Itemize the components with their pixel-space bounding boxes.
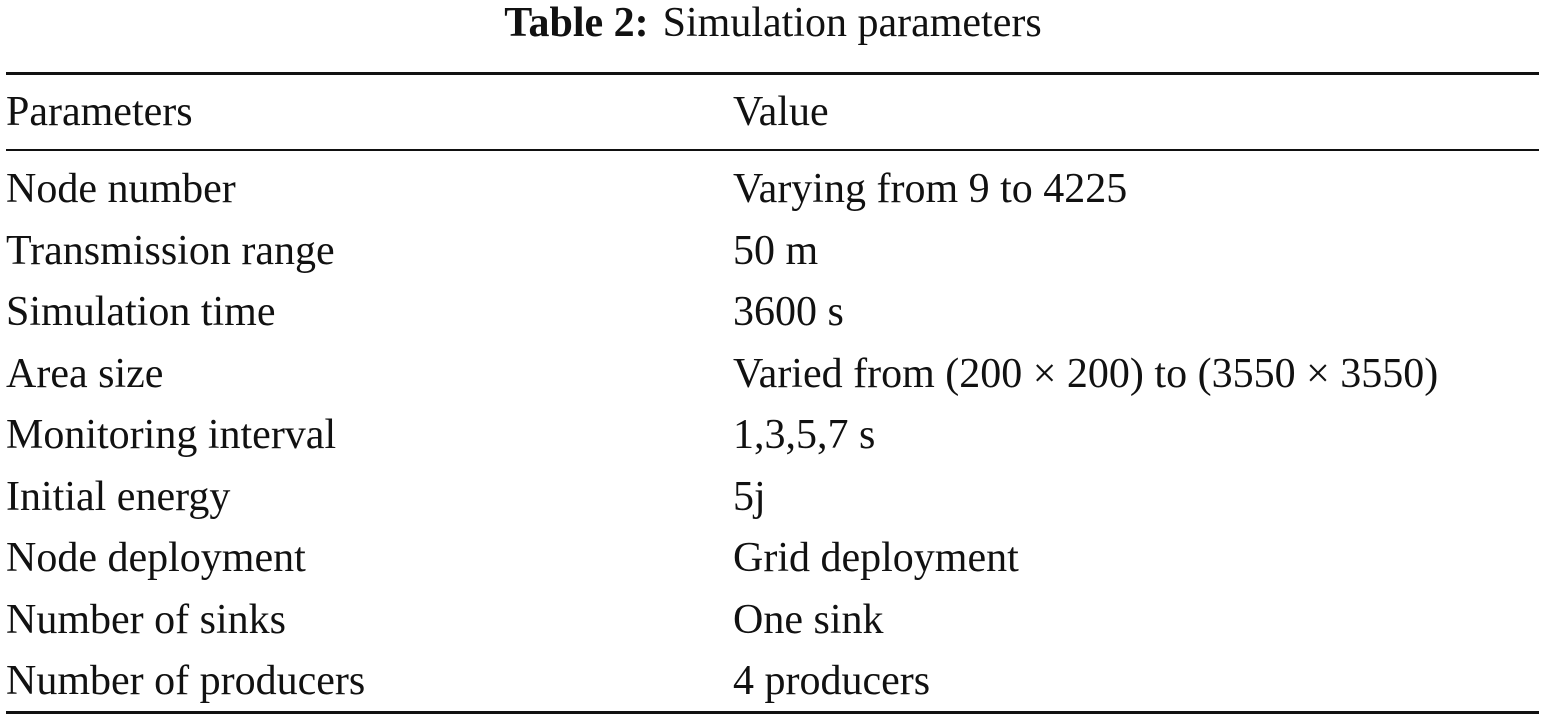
value-cell: 4 producers — [733, 658, 931, 704]
table-bottom-rule — [6, 711, 1539, 714]
value-cell: 3600 s — [733, 289, 844, 335]
table-caption: Table 2: Simulation parameters — [0, 0, 1546, 46]
table-row: Node number Varying from 9 to 4225 — [6, 158, 1546, 220]
parameter-cell: Simulation time — [6, 289, 276, 335]
table-row: Area size Varied from (200 × 200) to (35… — [6, 343, 1546, 405]
table-row: Monitoring interval 1,3,5,7 s — [6, 404, 1546, 466]
table-row: Node deployment Grid deployment — [6, 527, 1546, 589]
parameter-cell: Initial energy — [6, 474, 231, 520]
value-cell: 5j — [733, 474, 766, 520]
value-cell: One sink — [733, 597, 884, 643]
value-cell: Varying from 9 to 4225 — [733, 166, 1128, 212]
table-row: Number of producers 4 producers — [6, 650, 1546, 712]
value-cell: Varied from (200 × 200) to (3550 × 3550) — [733, 351, 1439, 397]
table-top-rule — [6, 72, 1539, 75]
table-header-row: Parameters Value — [6, 81, 1546, 143]
column-header-parameters: Parameters — [6, 89, 193, 135]
parameter-cell: Number of sinks — [6, 597, 286, 643]
table-row: Transmission range 50 m — [6, 220, 1546, 282]
table-header-rule — [6, 149, 1539, 151]
table-row: Simulation time 3600 s — [6, 281, 1546, 343]
table-row: Number of sinks One sink — [6, 589, 1546, 651]
value-cell: 1,3,5,7 s — [733, 412, 876, 458]
column-header-value: Value — [733, 89, 829, 135]
parameter-cell: Transmission range — [6, 228, 335, 274]
parameter-cell: Number of producers — [6, 658, 366, 704]
parameter-cell: Area size — [6, 351, 164, 397]
table-caption-text: Simulation parameters — [662, 0, 1042, 46]
parameter-cell: Node deployment — [6, 535, 306, 581]
parameter-cell: Monitoring interval — [6, 412, 337, 458]
table-row: Initial energy 5j — [6, 466, 1546, 528]
table-caption-label: Table 2: — [504, 0, 649, 46]
parameter-cell: Node number — [6, 166, 236, 212]
value-cell: 50 m — [733, 228, 819, 274]
value-cell: Grid deployment — [733, 535, 1019, 581]
